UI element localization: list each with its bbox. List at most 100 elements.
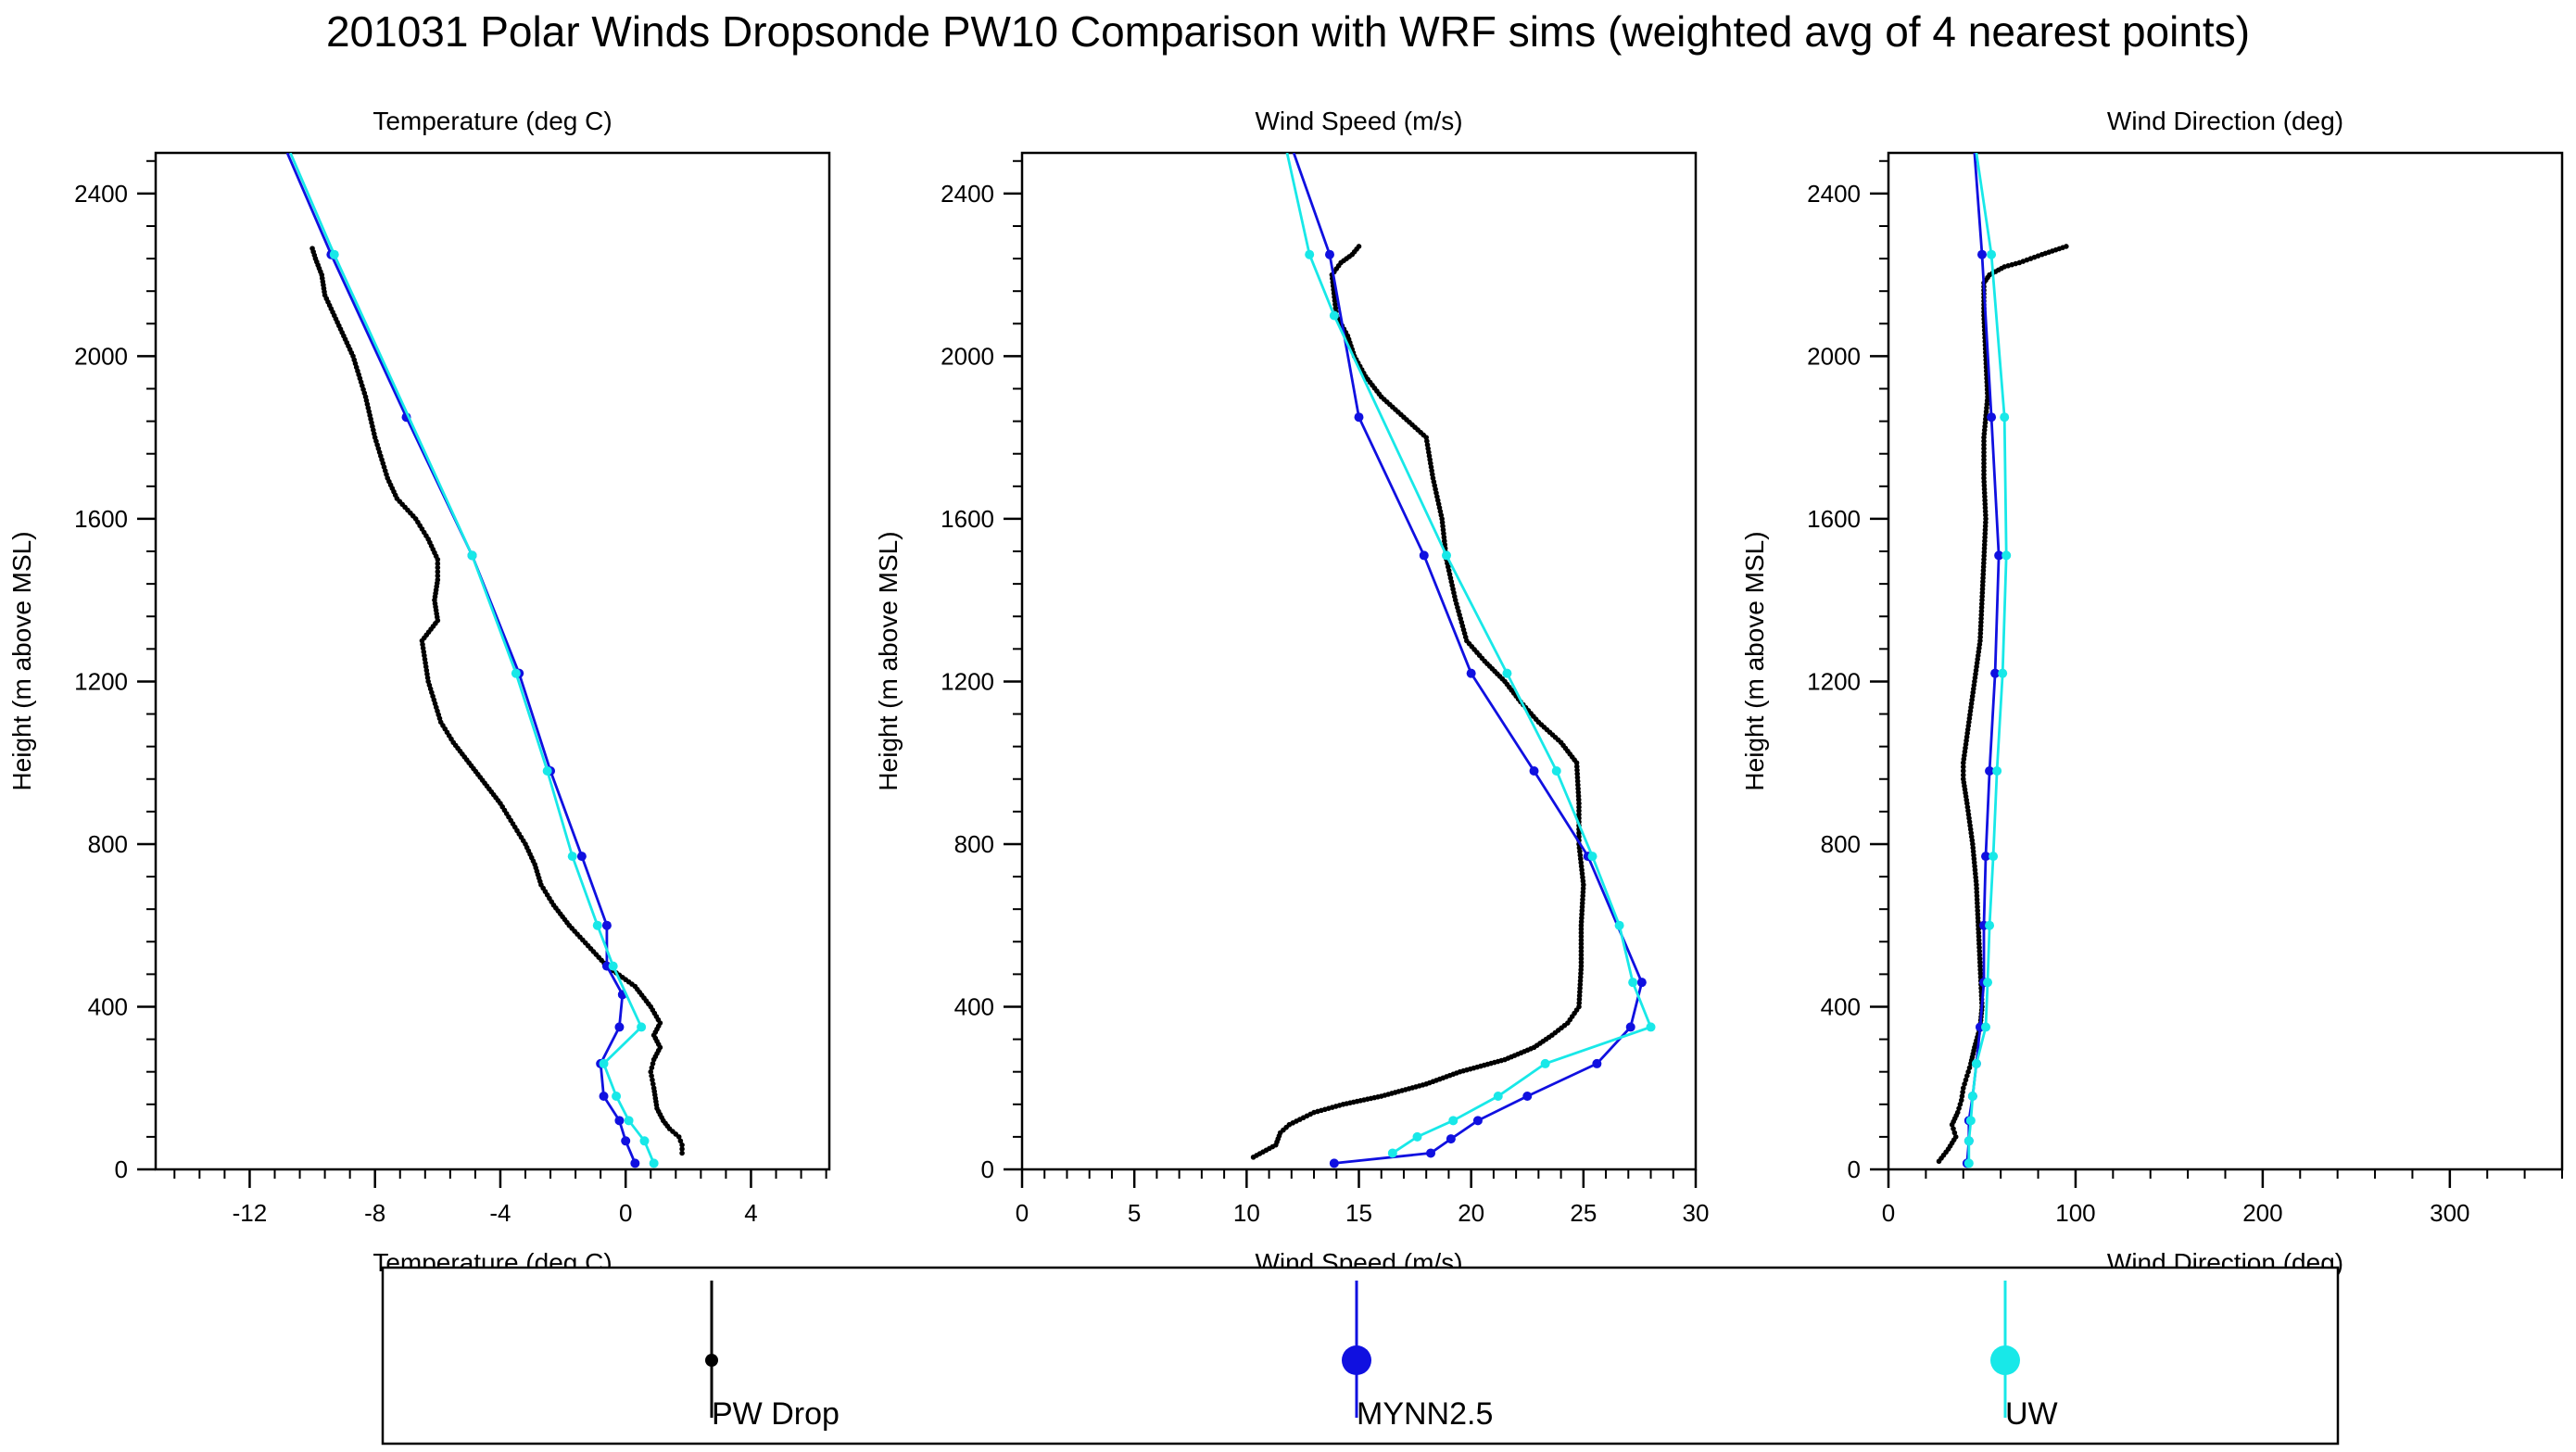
wind-speed-drop-dot: [1575, 793, 1582, 799]
wind-direction-drop-dot: [1982, 498, 1988, 503]
temperature-drop-dot: [435, 576, 441, 583]
wind-direction-drop-dot: [1966, 1065, 1973, 1071]
wind-speed-panel-title: Wind Speed (m/s): [1255, 107, 1462, 135]
wind-speed-drop-dot: [1576, 808, 1582, 814]
wind-direction-mynn-marker: [1976, 249, 1987, 259]
wind-speed-x-tick-label: 25: [1570, 1199, 1597, 1227]
temperature-drop-dot: [650, 1077, 655, 1083]
temperature-drop-dot: [435, 564, 441, 571]
temperature-mynn-marker: [614, 1022, 625, 1032]
wind-direction-panel-title: Wind Direction (deg): [2107, 107, 2343, 135]
wind-speed-uw-marker: [1540, 1058, 1550, 1068]
temperature-mynn-marker: [630, 1158, 640, 1168]
wind-direction-uw-marker: [1965, 1116, 1976, 1126]
wind-direction-x-tick-label: 0: [1882, 1199, 1895, 1227]
temperature-drop-dot: [435, 573, 441, 579]
wind-speed-drop-dot: [1577, 985, 1583, 991]
temperature-y-tick-label: 800: [88, 830, 128, 858]
wind-direction-drop-dot: [1982, 535, 1988, 540]
wind-direction-y-tick-label: 0: [1848, 1155, 1861, 1183]
wind-direction-drop-dot: [1981, 438, 1987, 444]
wind-speed-drop-dot: [1356, 244, 1362, 249]
wind-direction-drop-dot: [1976, 933, 1982, 940]
wind-speed-uw-marker: [1442, 550, 1452, 561]
wind-direction-drop-dot: [1981, 464, 1987, 470]
wind-direction-y-tick-label: 1200: [1807, 667, 1861, 695]
wind-speed-uw-marker: [1305, 249, 1315, 259]
wind-direction-drop-dot: [1960, 1089, 1965, 1095]
wind-direction-drop-dot: [1951, 1126, 1956, 1131]
temperature-drop-dot: [435, 561, 441, 566]
wind-speed-drop-dot: [1576, 804, 1582, 810]
legend: PW Drop MYNN2.5 UW: [381, 1266, 2340, 1446]
wind-speed-drop-dot: [1579, 900, 1585, 906]
wind-direction-uw-marker: [1992, 765, 2002, 776]
wind-speed-mynn-marker: [1592, 1058, 1602, 1068]
wind-direction-drop-dot: [1983, 520, 1989, 525]
wind-speed-mynn-marker: [1636, 978, 1647, 988]
wind-direction-drop-dot: [1954, 1109, 1961, 1116]
temperature-mynn-marker: [599, 1092, 609, 1102]
wind-direction-drop-dot: [1974, 886, 1979, 891]
wind-speed-drop-dot: [1578, 918, 1585, 925]
temperature-drop-dot: [677, 1138, 684, 1144]
wind-speed-drop-dot: [1578, 922, 1585, 928]
wind-speed-y-tick-label: 1600: [941, 505, 994, 533]
wind-speed-drop-dot: [1578, 955, 1585, 962]
temperature-mynn-marker: [621, 1136, 631, 1146]
temperature-x-tick-label: 4: [744, 1199, 757, 1227]
temperature-uw-marker: [612, 1092, 622, 1102]
wind-speed-drop-dot: [1577, 978, 1584, 984]
wind-speed-mynn-marker: [1419, 550, 1429, 561]
wind-direction-drop-dot: [1977, 630, 1984, 637]
wind-speed-y-tick-label: 2000: [941, 342, 994, 370]
temperature-x-tick-label: -12: [233, 1199, 268, 1227]
wind-direction-drop-dot: [1976, 944, 1982, 951]
wind-speed-uw-marker: [1551, 765, 1561, 776]
wind-direction-drop-dot: [1981, 557, 1987, 562]
wind-direction-drop-dot: [1952, 1134, 1959, 1140]
wind-speed-drop-dot: [1578, 948, 1585, 954]
wind-direction-drop-dot: [1974, 890, 1980, 895]
wind-direction-uw-marker: [1985, 920, 1995, 930]
wind-direction-drop-dot: [1960, 764, 1966, 770]
temperature-uw-marker: [624, 1116, 634, 1126]
wind-direction-mynn-marker: [1994, 550, 2004, 561]
wind-speed-y-tick-label: 2400: [941, 180, 994, 208]
wind-speed-drop-dot: [1578, 944, 1585, 951]
wind-direction-drop-dot: [1981, 446, 1987, 451]
wind-direction-drop-dot: [1981, 546, 1988, 551]
wind-speed-uw-marker: [1646, 1022, 1656, 1032]
wind-speed-drop-dot: [1576, 830, 1582, 836]
wind-direction-drop-dot: [1982, 509, 1989, 514]
legend-mynn-label: MYNN2.5: [1357, 1396, 1493, 1432]
wind-direction-drop-dot: [1975, 903, 1980, 910]
wind-direction-mynn-marker: [1990, 668, 2001, 678]
wind-speed-mynn-marker: [1529, 765, 1539, 776]
wind-direction-drop-dot: [1982, 531, 1989, 537]
wind-speed-drop-dot: [1579, 915, 1585, 921]
wind-direction-uw-marker: [1983, 978, 1993, 988]
wind-direction-y-tick-label: 2000: [1807, 342, 1861, 370]
wind-direction-uw-marker: [2001, 550, 2012, 561]
wind-direction-drop-dot: [1963, 1077, 1969, 1083]
wind-direction-drop-dot: [1982, 494, 1988, 499]
wind-direction-drop-dot: [1981, 468, 1987, 473]
temperature-y-tick-label: 0: [115, 1155, 128, 1183]
wind-direction-drop-dot: [1960, 768, 1966, 774]
wind-direction-drop-dot: [1981, 553, 1987, 559]
wind-speed-uw-marker: [1387, 1148, 1397, 1158]
temperature-uw-marker: [637, 1022, 647, 1032]
wind-direction-uw-marker: [1964, 1136, 1974, 1146]
wind-direction-drop-dot: [1979, 589, 1986, 596]
wind-direction-drop-dot: [1982, 524, 1989, 529]
temperature-mynn-line: [285, 153, 637, 1164]
wind-direction-drop-dot: [1980, 571, 1987, 577]
temperature-mynn-marker: [601, 920, 612, 930]
wind-direction-mynn-marker: [1987, 412, 1997, 423]
temperature-drop-dot: [649, 1073, 654, 1079]
wind-direction-drop-dot: [1981, 490, 1988, 496]
wind-speed-drop-dot: [1578, 933, 1585, 940]
wind-direction-drop-dot: [1975, 911, 1981, 917]
wind-speed-drop-dot: [1574, 771, 1581, 777]
